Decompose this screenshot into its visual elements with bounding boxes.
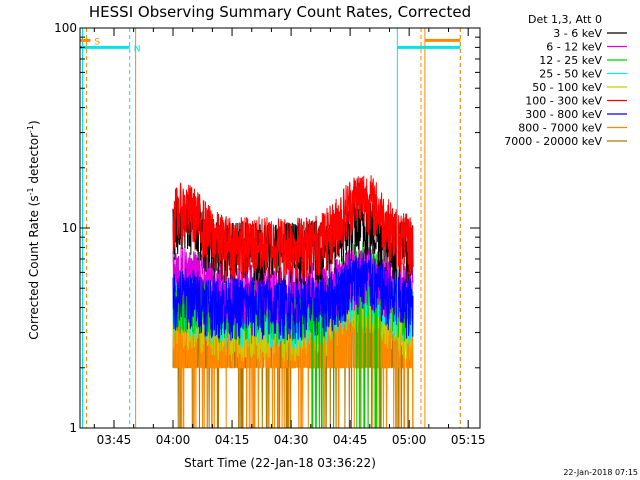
x-tick-label: 05:15 <box>451 433 486 447</box>
x-tick-label: 05:00 <box>392 433 427 447</box>
legend-label: 100 - 300 keV <box>525 95 602 108</box>
x-tick-label: 04:00 <box>156 433 191 447</box>
status-bar-label: S <box>94 37 100 47</box>
y-tick-label: 10 <box>62 221 77 235</box>
legend-label: 12 - 25 keV <box>539 54 602 67</box>
y-tick-label: 100 <box>54 21 77 35</box>
legend-label: 7000 - 20000 keV <box>504 135 602 148</box>
series-line <box>172 175 414 280</box>
legend-label: 300 - 800 keV <box>525 108 602 121</box>
legend-label: 25 - 50 keV <box>539 68 602 81</box>
legend-label: 50 - 100 keV <box>532 81 602 94</box>
y-tick-label: 1 <box>69 421 77 435</box>
legend-header: Det 1,3, Att 0 <box>528 13 602 26</box>
legend-label: 3 - 6 keV <box>553 27 602 40</box>
generation-timestamp: 22-Jan-2018 07:15 <box>563 468 638 477</box>
chart-title: HESSI Observing Summary Count Rates, Cor… <box>89 3 471 21</box>
status-bar-label: N <box>134 44 141 54</box>
series-line <box>172 253 414 341</box>
x-tick-label: 04:45 <box>333 433 368 447</box>
legend-label: 800 - 7000 keV <box>518 122 602 135</box>
axes: 03:45 04:00 04:15 04:30 04:45 05:00 05:15 1 10 10… <box>54 21 485 447</box>
x-axis-label: Start Time (22-Jan-18 03:36:22) <box>184 456 376 470</box>
x-tick-label: 04:15 <box>215 433 250 447</box>
legend-label: 6 - 12 keV <box>546 41 602 54</box>
y-axis-label: Corrected Count Rate (s-1 detector-1) <box>26 120 41 339</box>
x-tick-label: 04:30 <box>274 433 309 447</box>
x-tick-label: 03:45 <box>97 433 132 447</box>
